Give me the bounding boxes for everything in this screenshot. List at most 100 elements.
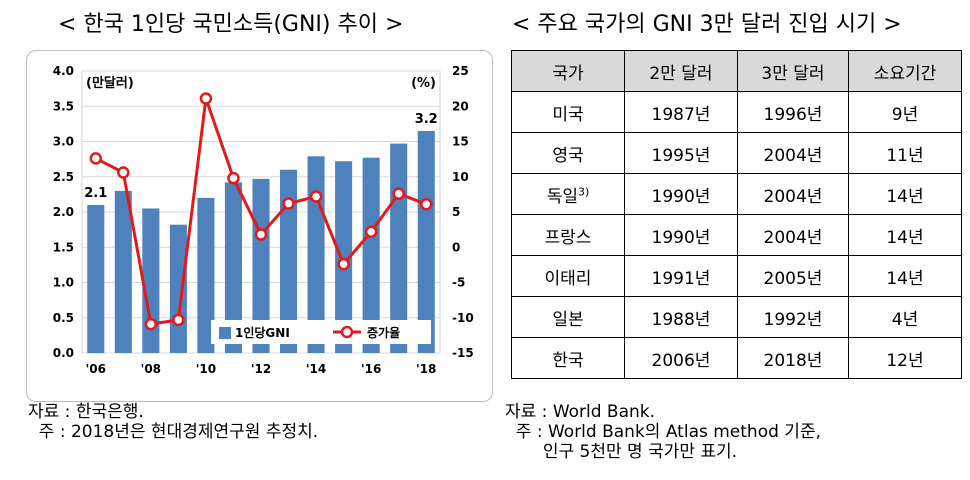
bar-data-label: 2.1: [84, 186, 107, 201]
table-row: 프랑스 1990년 2004년 14년: [511, 214, 962, 256]
cell-30k: 1996년: [737, 91, 849, 133]
legend-line-marker: [340, 325, 354, 339]
chart-source: 자료 : 한국은행.: [28, 402, 144, 422]
x-tick-label: '14: [306, 362, 326, 376]
y-left-tick-label: 1.0: [53, 276, 74, 290]
cell-country: 이태리: [511, 255, 625, 297]
cell-20k: 1987년: [624, 91, 738, 133]
y-right-tick-label: -15: [452, 346, 474, 360]
table-title: < 주요 국가의 GNI 3만 달러 진입 시기 >: [512, 12, 902, 37]
growth-rate-point: [254, 228, 268, 241]
gni-bar: [280, 169, 298, 353]
gni-bar: [169, 224, 187, 353]
table-row: 한국 2006년 2018년 12년: [511, 337, 962, 379]
x-tick-label: '16: [361, 362, 381, 376]
table-row: 독일3) 1990년 2004년 14년: [511, 173, 962, 215]
y-right-tick-label: 5: [452, 205, 460, 219]
cell-20k: 1990년: [624, 173, 738, 215]
cell-period: 14년: [848, 173, 962, 215]
bar-data-label: 3.2: [415, 112, 438, 127]
gni-bar: [197, 197, 215, 353]
cell-period: 14년: [848, 255, 962, 297]
y-right-tick-label: -5: [452, 276, 465, 290]
cell-30k: 1992년: [737, 296, 849, 338]
growth-rate-point: [117, 166, 130, 179]
cell-country: 일본: [511, 296, 625, 338]
header-country: 국가: [511, 50, 625, 92]
gni-bar: [417, 130, 435, 353]
gni-bar: [362, 157, 380, 353]
cell-period: 12년: [848, 337, 962, 379]
gni-chart: 0.0 0.5 1.0 1.5 2.0 2.5 3.0 3.5 4.0 -15 -10 -5 0 5 10 1…: [53, 64, 474, 376]
cell-30k: 2004년: [737, 132, 849, 174]
cell-30k: 2018년: [737, 337, 849, 379]
cell-20k: 1995년: [624, 132, 738, 174]
y-right-tick-label: -10: [452, 311, 474, 325]
cell-period: 9년: [848, 91, 962, 133]
cell-country: 한국: [511, 337, 625, 379]
chart-note: 주 : 2018년은 현대경제연구원 추정치.: [28, 422, 319, 442]
growth-rate-point: [199, 92, 213, 105]
cell-30k: 2005년: [737, 255, 849, 297]
cell-20k: 1990년: [624, 214, 738, 256]
growth-rate-point: [364, 225, 378, 238]
y-right-unit: (%): [411, 76, 436, 91]
y-left-tick-label: 2.0: [53, 205, 74, 219]
growth-rate-point: [392, 187, 405, 200]
legend-bar-label: 1인당GNI: [235, 325, 290, 340]
gni-entry-table: 국가 2만 달러 3만 달러 소요기간 미국 1987년 1996년 9년 영국…: [511, 50, 962, 379]
y-right-tick-label: 25: [452, 64, 469, 78]
cell-period: 14년: [848, 214, 962, 256]
cell-country: 미국: [511, 91, 625, 133]
header-20k: 2만 달러: [624, 50, 738, 92]
table-source: 자료 : World Bank.: [505, 402, 656, 422]
table-row: 일본 1988년 1992년 4년: [511, 296, 962, 338]
table-header-row: 국가 2만 달러 3만 달러 소요기간: [511, 50, 962, 92]
cell-20k: 1991년: [624, 255, 738, 297]
growth-rate-point: [227, 171, 240, 185]
legend-box: [211, 320, 431, 344]
cell-30k: 2004년: [737, 214, 849, 256]
legend-bar-swatch: [219, 327, 231, 339]
cell-country: 프랑스: [511, 214, 625, 256]
gni-bar: [335, 161, 353, 353]
y-left-tick-label: 0.5: [53, 311, 74, 325]
cell-period: 4년: [848, 296, 962, 338]
y-left-tick-label: 2.5: [53, 170, 74, 184]
x-tick-label: '18: [416, 362, 436, 376]
gni-bar: [252, 178, 270, 353]
y-right-tick-label: 10: [452, 170, 469, 184]
gni-bar: [224, 182, 242, 353]
x-tick-label: '12: [251, 362, 271, 376]
growth-rate-point: [89, 152, 103, 165]
table-note-line-1: 주 : World Bank의 Atlas method 기준,: [505, 422, 821, 442]
header-30k: 3만 달러: [737, 50, 849, 92]
legend-line-label: 증가율: [367, 325, 400, 340]
growth-rate-point: [309, 190, 323, 203]
growth-rate-point: [144, 317, 158, 331]
y-right-tick-label: 0: [452, 240, 460, 254]
growth-rate-point: [282, 197, 295, 210]
gni-bar: [142, 208, 160, 353]
gni-bar: [87, 204, 105, 353]
chart-title: < 한국 1인당 국민소득(GNI) 추이 >: [58, 12, 404, 37]
growth-rate-point: [419, 197, 433, 211]
table-row: 이태리 1991년 2005년 14년: [511, 255, 962, 297]
cell-country: 독일3): [511, 173, 625, 215]
x-tick-label: '10: [196, 362, 216, 376]
cell-period: 11년: [848, 132, 962, 174]
gni-bar: [114, 190, 132, 353]
cell-30k: 2004년: [737, 173, 849, 215]
table-row: 미국 1987년 1996년 9년: [511, 91, 962, 133]
y-left-tick-label: 4.0: [53, 64, 74, 78]
table-note-line-2: 인구 5천만 명 국가만 표기.: [505, 442, 738, 462]
y-left-tick-label: 3.0: [53, 135, 74, 149]
x-tick-label: '06: [86, 362, 106, 376]
table-row: 영국 1995년 2004년 11년: [511, 132, 962, 174]
x-tick-label: '08: [141, 362, 161, 376]
growth-rate-point: [337, 257, 350, 271]
header-period: 소요기간: [848, 50, 962, 92]
cell-20k: 2006년: [624, 337, 738, 379]
growth-rate-point: [172, 313, 185, 327]
y-left-tick-label: 1.5: [53, 240, 74, 254]
